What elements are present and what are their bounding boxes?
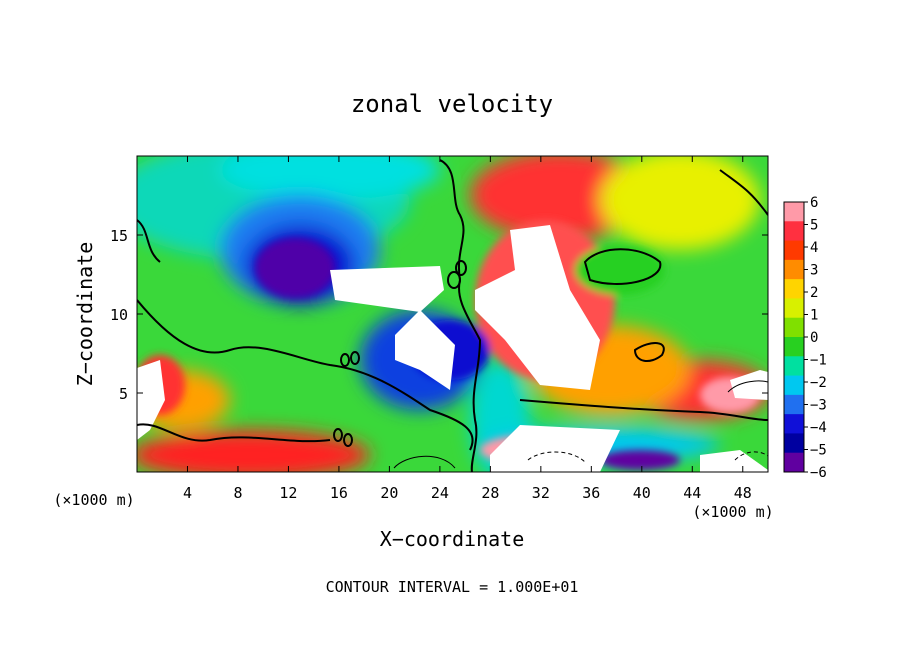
x-tick-label: 36 — [582, 484, 600, 502]
heatmap-field — [137, 156, 768, 472]
x-unit-right: (×1000 m) — [692, 503, 773, 521]
x-tick-label: 48 — [734, 484, 752, 502]
x-unit-left: (×1000 m) — [53, 491, 134, 509]
x-axis-label: X−coordinate — [380, 527, 525, 551]
colorbar-label: −1 — [810, 353, 827, 369]
y-tick-label: 10 — [110, 306, 128, 324]
x-tick-label: 32 — [532, 484, 550, 502]
colorbar-swatch — [784, 202, 804, 222]
colorbar-swatch — [784, 356, 804, 377]
x-tick-label: 12 — [279, 484, 297, 502]
chart-title: zonal velocity — [351, 90, 553, 118]
colorbar-label: 1 — [810, 308, 818, 324]
x-tick-label: 24 — [431, 484, 449, 502]
colorbar-swatch — [784, 394, 804, 415]
colorbar-label: 2 — [810, 285, 818, 301]
colorbar-swatch — [784, 279, 804, 299]
y-axis-ticks: 5 10 15 — [110, 227, 768, 403]
y-tick-label: 5 — [119, 385, 128, 403]
colorbar-swatch — [784, 375, 804, 396]
colorbar-label: −2 — [810, 375, 827, 391]
colorbar-label: 0 — [810, 330, 818, 346]
x-tick-label: 4 — [183, 484, 192, 502]
contour-interval-note: CONTOUR INTERVAL = 1.000E+01 — [326, 578, 579, 596]
x-tick-label: 28 — [481, 484, 499, 502]
colorbar-label: −4 — [810, 420, 827, 436]
y-axis-label: Z−coordinate — [73, 242, 97, 387]
y-tick-label: 15 — [110, 227, 128, 245]
colorbar-swatch — [784, 433, 804, 454]
colorbar-swatch — [784, 259, 804, 280]
colorbar: 6 5 4 3 2 1 0 −1 −2 −3 −4 −5 −6 — [783, 195, 827, 481]
colorbar-swatch — [784, 298, 804, 319]
colorbar-swatch — [784, 240, 804, 261]
contour-lines — [137, 159, 768, 472]
colorbar-swatch — [784, 337, 804, 357]
x-tick-label: 44 — [683, 484, 701, 502]
x-axis-ticks: 4 8 12 16 20 24 28 32 36 40 44 48 — [183, 156, 752, 502]
colorbar-label: 5 — [810, 218, 818, 234]
colorbar-label: −6 — [810, 465, 827, 481]
colorbar-swatch — [784, 317, 804, 338]
colorbar-swatch — [784, 452, 804, 473]
colorbar-label: −5 — [810, 443, 827, 459]
colorbar-label: −3 — [810, 398, 827, 414]
colorbar-swatch — [784, 414, 804, 434]
saturated-regions — [137, 225, 768, 472]
x-tick-label: 8 — [233, 484, 242, 502]
colorbar-label: 4 — [810, 240, 818, 256]
colorbar-label: 6 — [810, 195, 818, 211]
x-tick-label: 16 — [330, 484, 348, 502]
colorbar-swatch — [784, 221, 804, 242]
x-tick-label: 40 — [633, 484, 651, 502]
x-tick-label: 20 — [380, 484, 398, 502]
colorbar-label: 3 — [810, 263, 818, 279]
